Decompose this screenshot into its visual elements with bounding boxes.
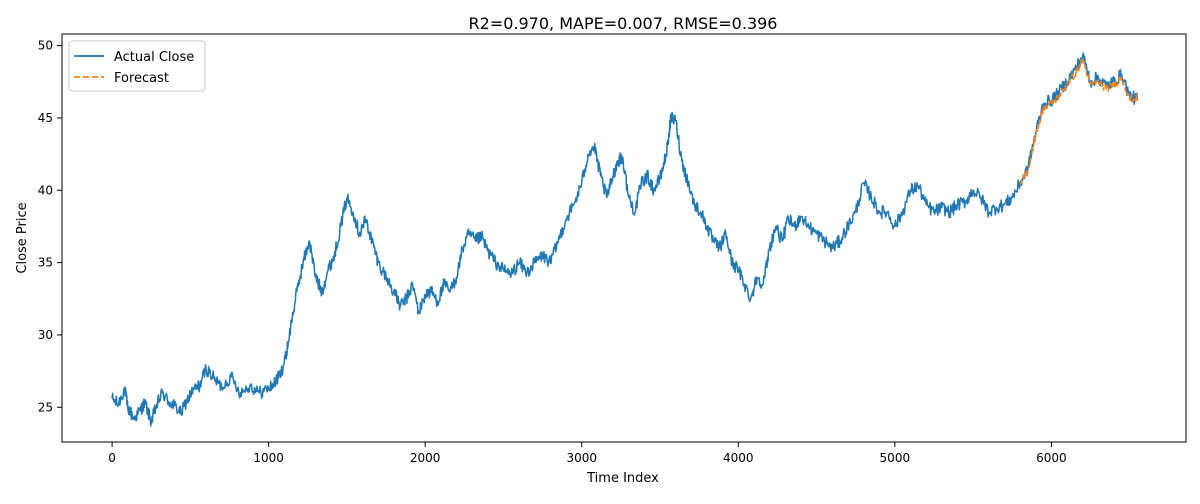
plot-frame: [61, 33, 1187, 443]
y-tick-label: 35: [38, 256, 53, 270]
y-tick-label: 45: [38, 111, 53, 125]
x-tick-label: 6000: [1036, 451, 1067, 465]
series-layer: [111, 52, 1139, 427]
x-axis: 0 1000 2000 3000 4000 5000 6000: [108, 442, 1067, 465]
legend: Actual Close Forecast: [68, 40, 206, 92]
legend-box: [68, 40, 206, 92]
x-tick-label: 2000: [410, 451, 441, 465]
x-axis-label: Time Index: [586, 471, 659, 486]
chart-title: R2=0.970, MAPE=0.007, RMSE=0.396: [469, 14, 778, 33]
x-tick-label: 1000: [253, 451, 284, 465]
y-tick-label: 40: [38, 183, 53, 197]
x-tick-label: 4000: [723, 451, 754, 465]
x-tick-label: 0: [108, 451, 116, 465]
y-axis: 25 30 35 40 45 50: [38, 39, 62, 414]
x-tick-label: 3000: [566, 451, 597, 465]
legend-label-actual-close: Actual Close: [114, 50, 194, 65]
series-line-actual-close: [111, 52, 1139, 427]
y-tick-label: 50: [38, 39, 53, 53]
y-tick-label: 25: [38, 400, 53, 414]
y-tick-label: 30: [38, 328, 53, 342]
legend-label-forecast: Forecast: [114, 71, 169, 86]
x-tick-label: 5000: [880, 451, 911, 465]
series-line-forecast: [1019, 58, 1139, 186]
y-axis-label: Close Price: [15, 202, 30, 273]
